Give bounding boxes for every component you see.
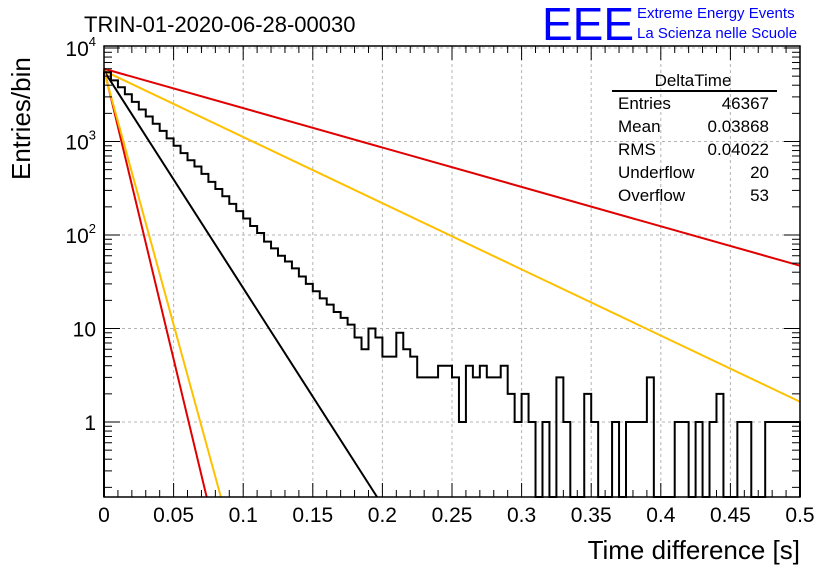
stats-row-value: 20 (750, 163, 769, 182)
x-tick-label: 0.35 (571, 504, 612, 527)
fit-lines (103, 67, 801, 498)
x-axis-label: Time difference [s] (588, 535, 800, 565)
logo-line1: Extreme Energy Events (637, 5, 795, 22)
experiment-logo: EEE Extreme Energy Events La Scienza nel… (542, 0, 797, 50)
fit-line-5 (103, 70, 222, 498)
logo-line2: La Scienza nelle Scuole (637, 25, 797, 42)
x-tick-label: 0.25 (432, 504, 473, 527)
logo-eee: EEE (542, 0, 634, 50)
y-tick-label: 10 (73, 319, 96, 342)
fit-line-2 (103, 67, 801, 267)
x-tick-label: 0.5 (785, 504, 814, 527)
y-tick-label: 104 (65, 34, 96, 61)
y-tick-label: 103 (65, 128, 96, 155)
stats-box: DeltaTime Entries 46367 Mean 0.03868 RMS 0.04… (612, 71, 777, 205)
fit-line-3 (103, 69, 801, 403)
x-tick-label: 0.1 (229, 504, 258, 527)
fit-line-1 (103, 70, 378, 498)
y-axis-label: Entries/bin (6, 57, 36, 180)
x-tick-label: 0.15 (292, 504, 333, 527)
stats-row-label: Entries (618, 94, 671, 113)
stats-row-label: Mean (618, 117, 661, 136)
x-tick-label: 0 (98, 504, 110, 527)
stats-row-value: 53 (750, 186, 769, 205)
stats-title: DeltaTime (655, 71, 732, 90)
x-tick-labels: 0 0.05 0.1 0.15 0.2 0.25 0.3 0.35 0.4 0.45 0.5 (98, 504, 814, 527)
stats-row-value: 0.03868 (708, 117, 769, 136)
y-tick-label: 102 (65, 221, 96, 248)
stats-row-label: Underflow (618, 163, 695, 182)
chart-title: TRIN-01-2020-06-28-00030 (84, 12, 356, 37)
y-tick-label: 1 (84, 412, 96, 435)
x-tick-label: 0.45 (710, 504, 751, 527)
fit-line-4 (103, 68, 208, 498)
stats-row-value: 46367 (722, 94, 769, 113)
x-tick-label: 0.2 (368, 504, 397, 527)
stats-row-label: RMS (618, 140, 656, 159)
x-tick-label: 0.05 (153, 504, 194, 527)
plot-frame (103, 45, 801, 498)
stats-row-label: Overflow (618, 186, 686, 205)
x-tick-label: 0.4 (646, 504, 676, 527)
stats-row-value: 0.04022 (708, 140, 769, 159)
x-tick-label: 0.3 (507, 504, 536, 527)
